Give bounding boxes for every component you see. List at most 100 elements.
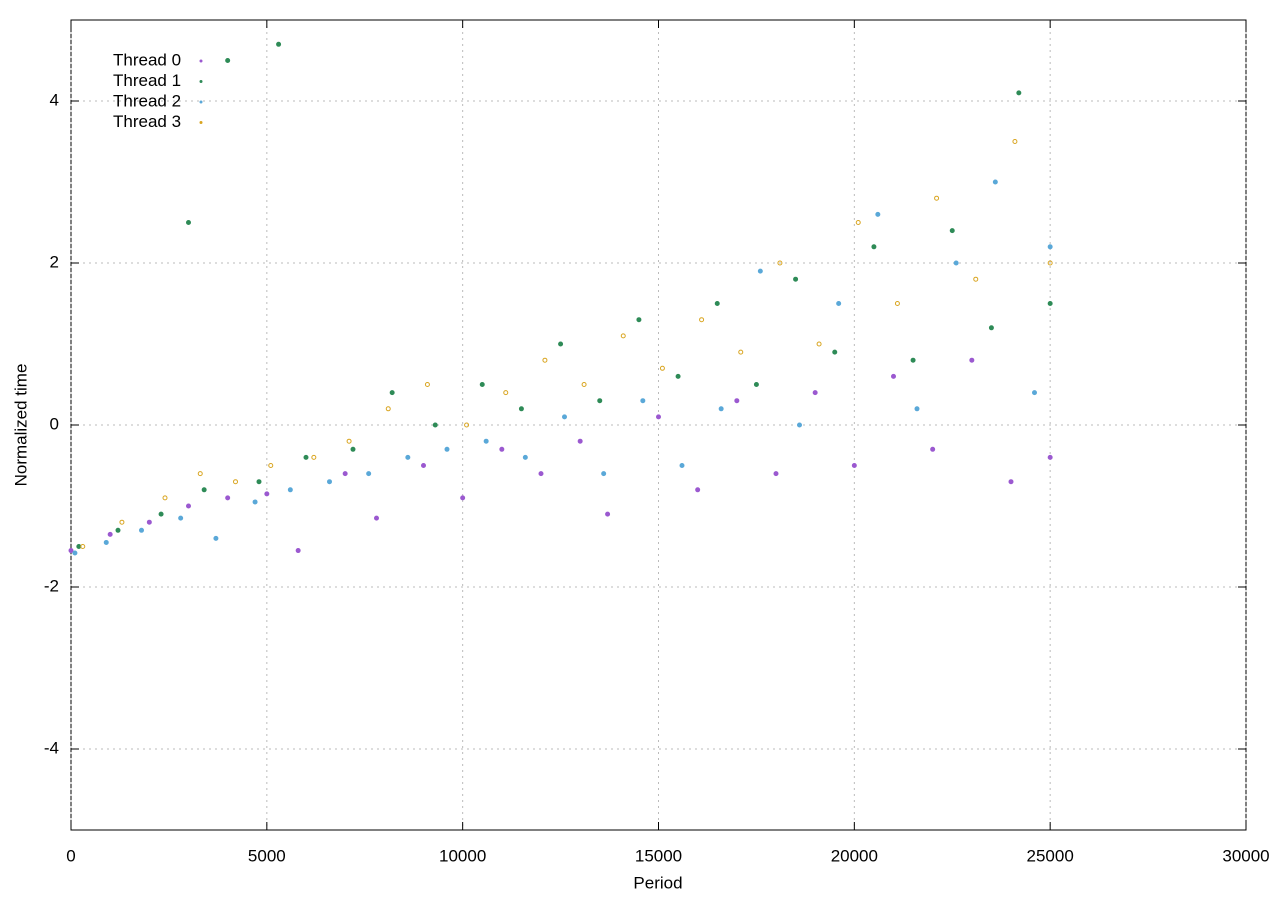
y-tick-label: -2 (44, 576, 59, 595)
x-tick-label: 0 (66, 846, 75, 865)
point (679, 463, 685, 468)
point (1012, 139, 1018, 144)
point (640, 398, 646, 404)
point (891, 373, 896, 379)
point (295, 548, 301, 554)
point (816, 341, 822, 347)
point (949, 228, 955, 234)
legend-marker (199, 100, 203, 104)
point (374, 515, 379, 521)
point (601, 471, 607, 477)
point (1047, 260, 1053, 266)
point (695, 487, 701, 493)
point (366, 471, 372, 477)
point (107, 531, 113, 537)
point (213, 535, 219, 541)
y-tick-label: 0 (50, 414, 59, 433)
point (483, 438, 489, 444)
x-tick-label: 20000 (831, 846, 878, 865)
point (303, 454, 309, 460)
y-tick-label: 2 (50, 252, 59, 271)
point (256, 479, 262, 485)
point (499, 446, 505, 452)
point (186, 220, 191, 225)
point (162, 495, 168, 501)
point (464, 422, 470, 428)
point (969, 357, 975, 363)
point (973, 276, 979, 282)
point (178, 515, 184, 521)
point (139, 527, 144, 533)
point (636, 317, 642, 323)
point (1032, 390, 1037, 396)
point (797, 422, 802, 428)
point (432, 422, 438, 428)
point (268, 463, 274, 468)
point (738, 349, 744, 355)
point (656, 414, 661, 420)
point (460, 495, 466, 501)
point (894, 301, 900, 306)
point (659, 365, 665, 371)
point (264, 491, 270, 497)
point (103, 539, 109, 545)
legend-marker (199, 59, 203, 63)
x-tick-label: 10000 (439, 846, 486, 865)
point (225, 58, 231, 63)
point (538, 471, 544, 477)
point (875, 211, 881, 217)
point (444, 446, 450, 452)
x-tick-label: 25000 (1027, 846, 1074, 865)
point (777, 260, 783, 266)
point (675, 373, 681, 379)
point (385, 406, 391, 412)
point (424, 382, 430, 387)
x-tick-label: 30000 (1222, 846, 1269, 865)
point (753, 382, 759, 387)
point (930, 446, 936, 452)
point (276, 41, 282, 47)
legend-label: Thread 0 (113, 50, 181, 69)
point (225, 495, 231, 501)
point (836, 301, 842, 306)
point (1047, 454, 1053, 460)
point (558, 341, 564, 347)
point (562, 414, 567, 420)
point (503, 390, 509, 396)
point (597, 398, 603, 404)
point (252, 499, 258, 505)
y-tick-label: -4 (44, 738, 59, 757)
point (342, 471, 348, 477)
point (479, 382, 485, 387)
point (405, 454, 411, 460)
legend-marker (199, 80, 203, 83)
point (714, 301, 720, 306)
point (197, 471, 203, 477)
x-axis-label: Period (633, 873, 682, 892)
point (542, 357, 548, 363)
point (327, 479, 332, 485)
point (577, 438, 583, 444)
point (734, 398, 740, 404)
point (233, 479, 238, 485)
point (934, 195, 940, 201)
point (68, 548, 74, 554)
point (201, 487, 207, 493)
point (72, 550, 78, 556)
point (287, 487, 293, 493)
point (605, 511, 611, 517)
point (146, 519, 152, 525)
point (699, 317, 705, 323)
point (115, 527, 121, 533)
point (350, 446, 356, 452)
point (1047, 301, 1053, 306)
point (119, 519, 125, 525)
point (871, 244, 877, 250)
point (620, 333, 626, 339)
point (992, 179, 998, 185)
point (855, 220, 861, 225)
point (757, 268, 763, 274)
point (158, 511, 164, 517)
point (773, 471, 779, 477)
point (389, 390, 395, 396)
